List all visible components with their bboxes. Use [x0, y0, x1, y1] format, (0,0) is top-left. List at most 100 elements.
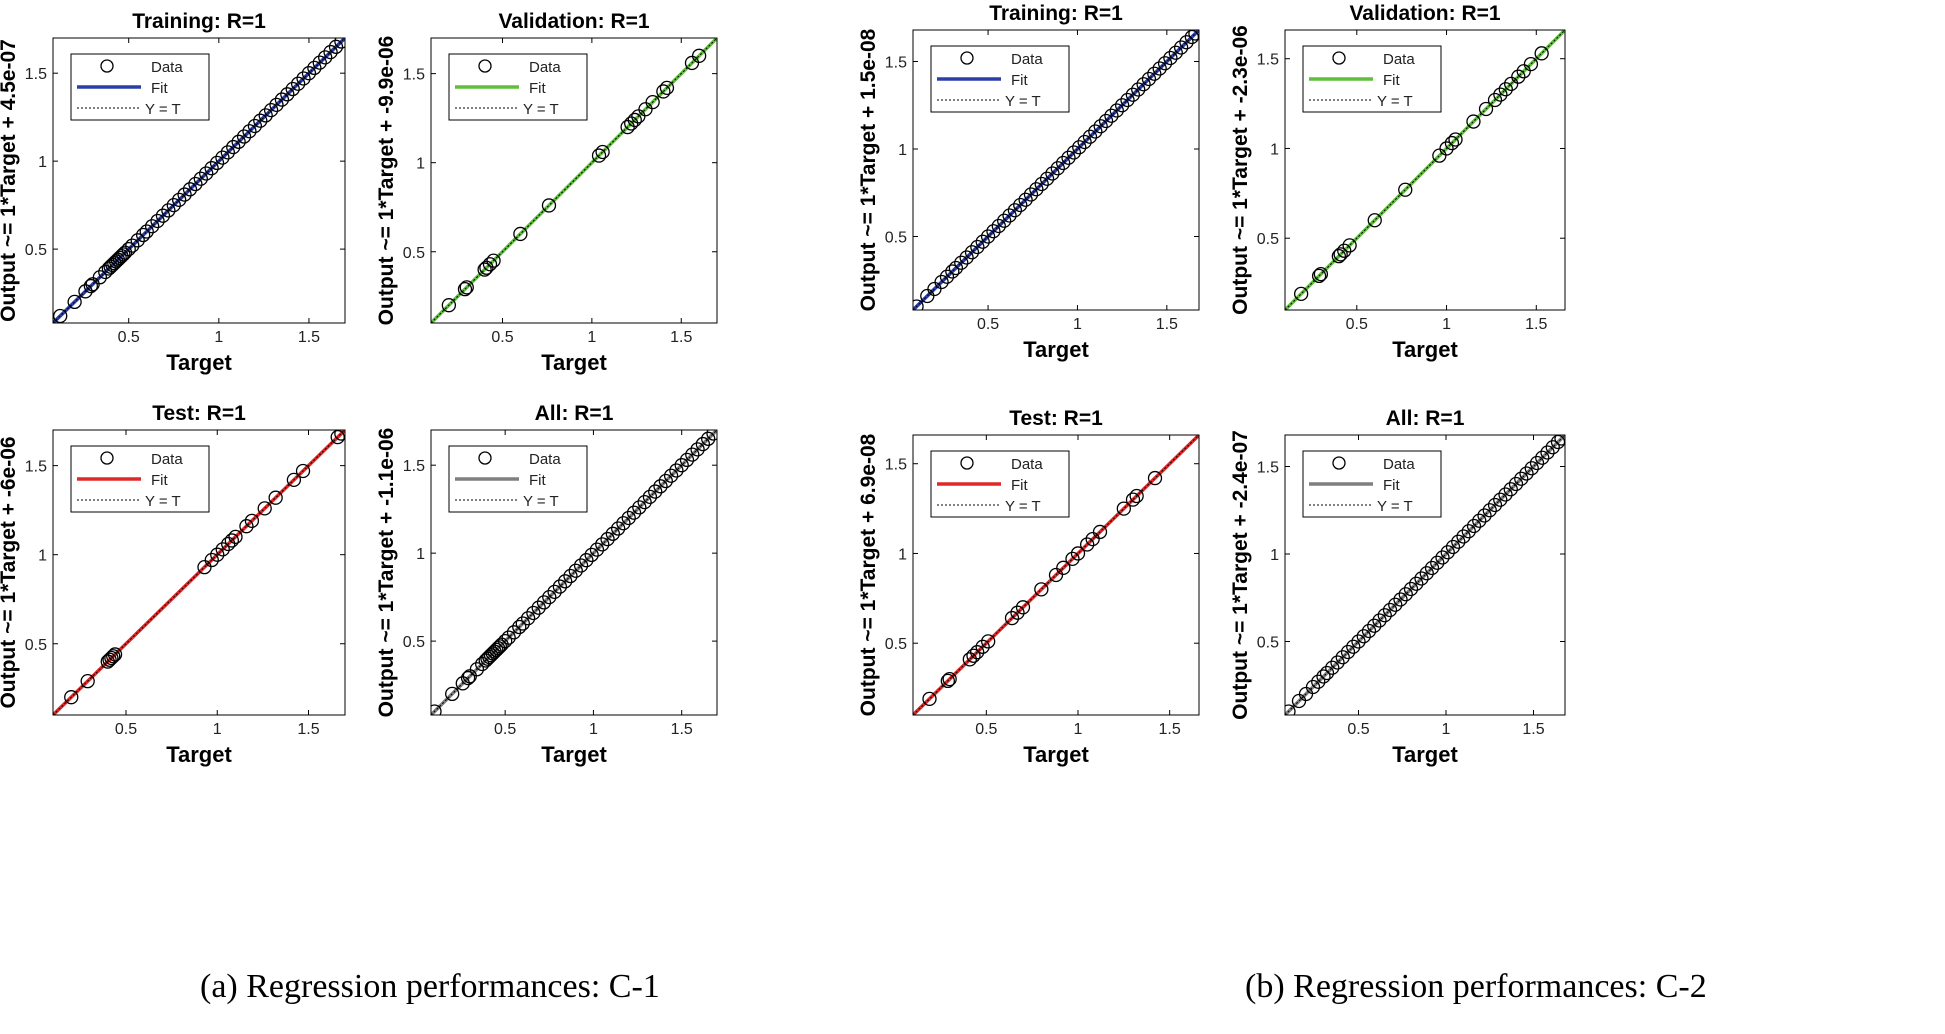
- x-tick-label: 0.5: [977, 316, 999, 333]
- legend-data-label: Data: [1011, 456, 1043, 473]
- data-point: [307, 60, 322, 76]
- y-axis-label: Output ~= 1*Target + -6e-06: [0, 436, 20, 708]
- legend-yt-label: Y = T: [1005, 498, 1041, 515]
- data-point: [1066, 145, 1082, 160]
- data-point: [1179, 35, 1194, 50]
- data-point: [584, 547, 599, 563]
- x-axis-label: Target: [1392, 337, 1458, 362]
- data-point: [945, 264, 960, 279]
- data-point: [542, 589, 557, 605]
- data-point: [939, 269, 955, 284]
- x-axis-label: Target: [1392, 742, 1458, 767]
- data-point: [558, 574, 573, 589]
- data-point: [701, 431, 716, 446]
- data-point: [1294, 286, 1309, 301]
- data-point: [1015, 600, 1031, 615]
- data-point: [482, 257, 498, 272]
- legend: Data Fit Y = T: [1302, 450, 1442, 518]
- data-point: [964, 245, 980, 260]
- data-point: [632, 500, 647, 515]
- data-point: [53, 308, 68, 323]
- data-point: [247, 118, 263, 134]
- chart-title: Validation: R=1: [1349, 2, 1500, 25]
- x-axis-label: Target: [1023, 337, 1089, 362]
- legend: Data Fit Y = T: [70, 53, 210, 121]
- y-tick-label: 0.5: [403, 634, 425, 651]
- x-tick-label: 0.5: [491, 329, 513, 346]
- data-point: [1080, 537, 1095, 552]
- data-point: [1188, 30, 1199, 41]
- data-point: [1346, 639, 1361, 654]
- y-tick-label: 0.5: [885, 230, 907, 247]
- y-tick-label: 0.5: [1257, 635, 1279, 652]
- x-tick-label: 0.5: [115, 721, 137, 738]
- data-point: [139, 224, 154, 239]
- data-point: [177, 187, 192, 202]
- data-point: [1093, 119, 1108, 134]
- data-point: [1061, 150, 1076, 165]
- x-tick-label: 1: [1074, 721, 1083, 738]
- data-point: [215, 150, 230, 165]
- data-point: [591, 148, 607, 163]
- data-point: [80, 674, 95, 689]
- x-axis-label: Target: [541, 350, 607, 375]
- data-point: [1152, 61, 1167, 76]
- data-point: [441, 298, 457, 313]
- data-point: [1439, 141, 1454, 156]
- data-point: [1516, 64, 1531, 79]
- data-point: [1018, 192, 1033, 207]
- x-tick-label: 1: [587, 329, 596, 346]
- data-point: [1173, 40, 1189, 55]
- legend-data-label: Data: [529, 59, 561, 76]
- chart-6: 0.5 1 1.5 0.5 1 1.5 Validation: R=1 Target Outpu…: [1229, 2, 1566, 362]
- legend: Data Fit Y = T: [448, 445, 588, 513]
- legend: Data Fit Y = T: [930, 450, 1070, 518]
- axes-frame: [912, 29, 1200, 311]
- y-equals-t-line: [431, 38, 717, 323]
- y-equals-t-line: [53, 430, 345, 715]
- data-point: [1403, 581, 1419, 597]
- data-point: [486, 253, 501, 268]
- legend-fit-label: Fit: [1011, 477, 1028, 494]
- data-point: [107, 647, 123, 662]
- chart-title: Training: R=1: [132, 10, 266, 33]
- legend-data-marker: [960, 51, 974, 65]
- data-point: [1330, 655, 1345, 670]
- data-point: [1034, 582, 1049, 597]
- data-point: [942, 671, 957, 687]
- data-point: [1529, 455, 1545, 471]
- y-axis-label: Output ~= 1*Target + -2.3e-06: [1229, 25, 1252, 315]
- data-point: [940, 673, 955, 689]
- data-point: [301, 66, 317, 81]
- data-point: [568, 563, 583, 578]
- data-point: [679, 452, 695, 468]
- data-point: [1554, 435, 1565, 446]
- data-point: [199, 166, 214, 181]
- x-tick-label: 1.5: [670, 329, 692, 346]
- legend-fit-label: Fit: [1383, 477, 1400, 494]
- data-point: [1077, 134, 1092, 150]
- data-point: [536, 595, 552, 610]
- data-point: [1514, 471, 1529, 486]
- y-tick-label: 1: [416, 546, 425, 563]
- data-point: [1508, 476, 1524, 492]
- data-point: [204, 552, 219, 568]
- data-point: [492, 639, 508, 654]
- data-point: [125, 238, 140, 253]
- chart-5: 0.5 1 1.5 0.5 1 1.5 Training: R=1 Target Output …: [857, 2, 1200, 362]
- data-point: [130, 233, 145, 248]
- data-point: [1039, 171, 1055, 186]
- data-point: [477, 262, 492, 277]
- chart-3: 0.5 1 1.5 0.5 1 1.5 Test: R=1 Target Output ~= 1…: [0, 402, 346, 767]
- y-tick-label: 0.5: [1257, 231, 1279, 248]
- legend-fit-label: Fit: [529, 472, 546, 489]
- data-point: [706, 430, 717, 441]
- data-point: [638, 102, 653, 117]
- data-point: [1519, 466, 1534, 481]
- legend-fit-label: Fit: [1011, 72, 1028, 89]
- y-tick-label: 1.5: [25, 459, 47, 476]
- data-point: [674, 458, 689, 473]
- y-equals-t-line: [913, 435, 1199, 715]
- data-point: [226, 139, 241, 155]
